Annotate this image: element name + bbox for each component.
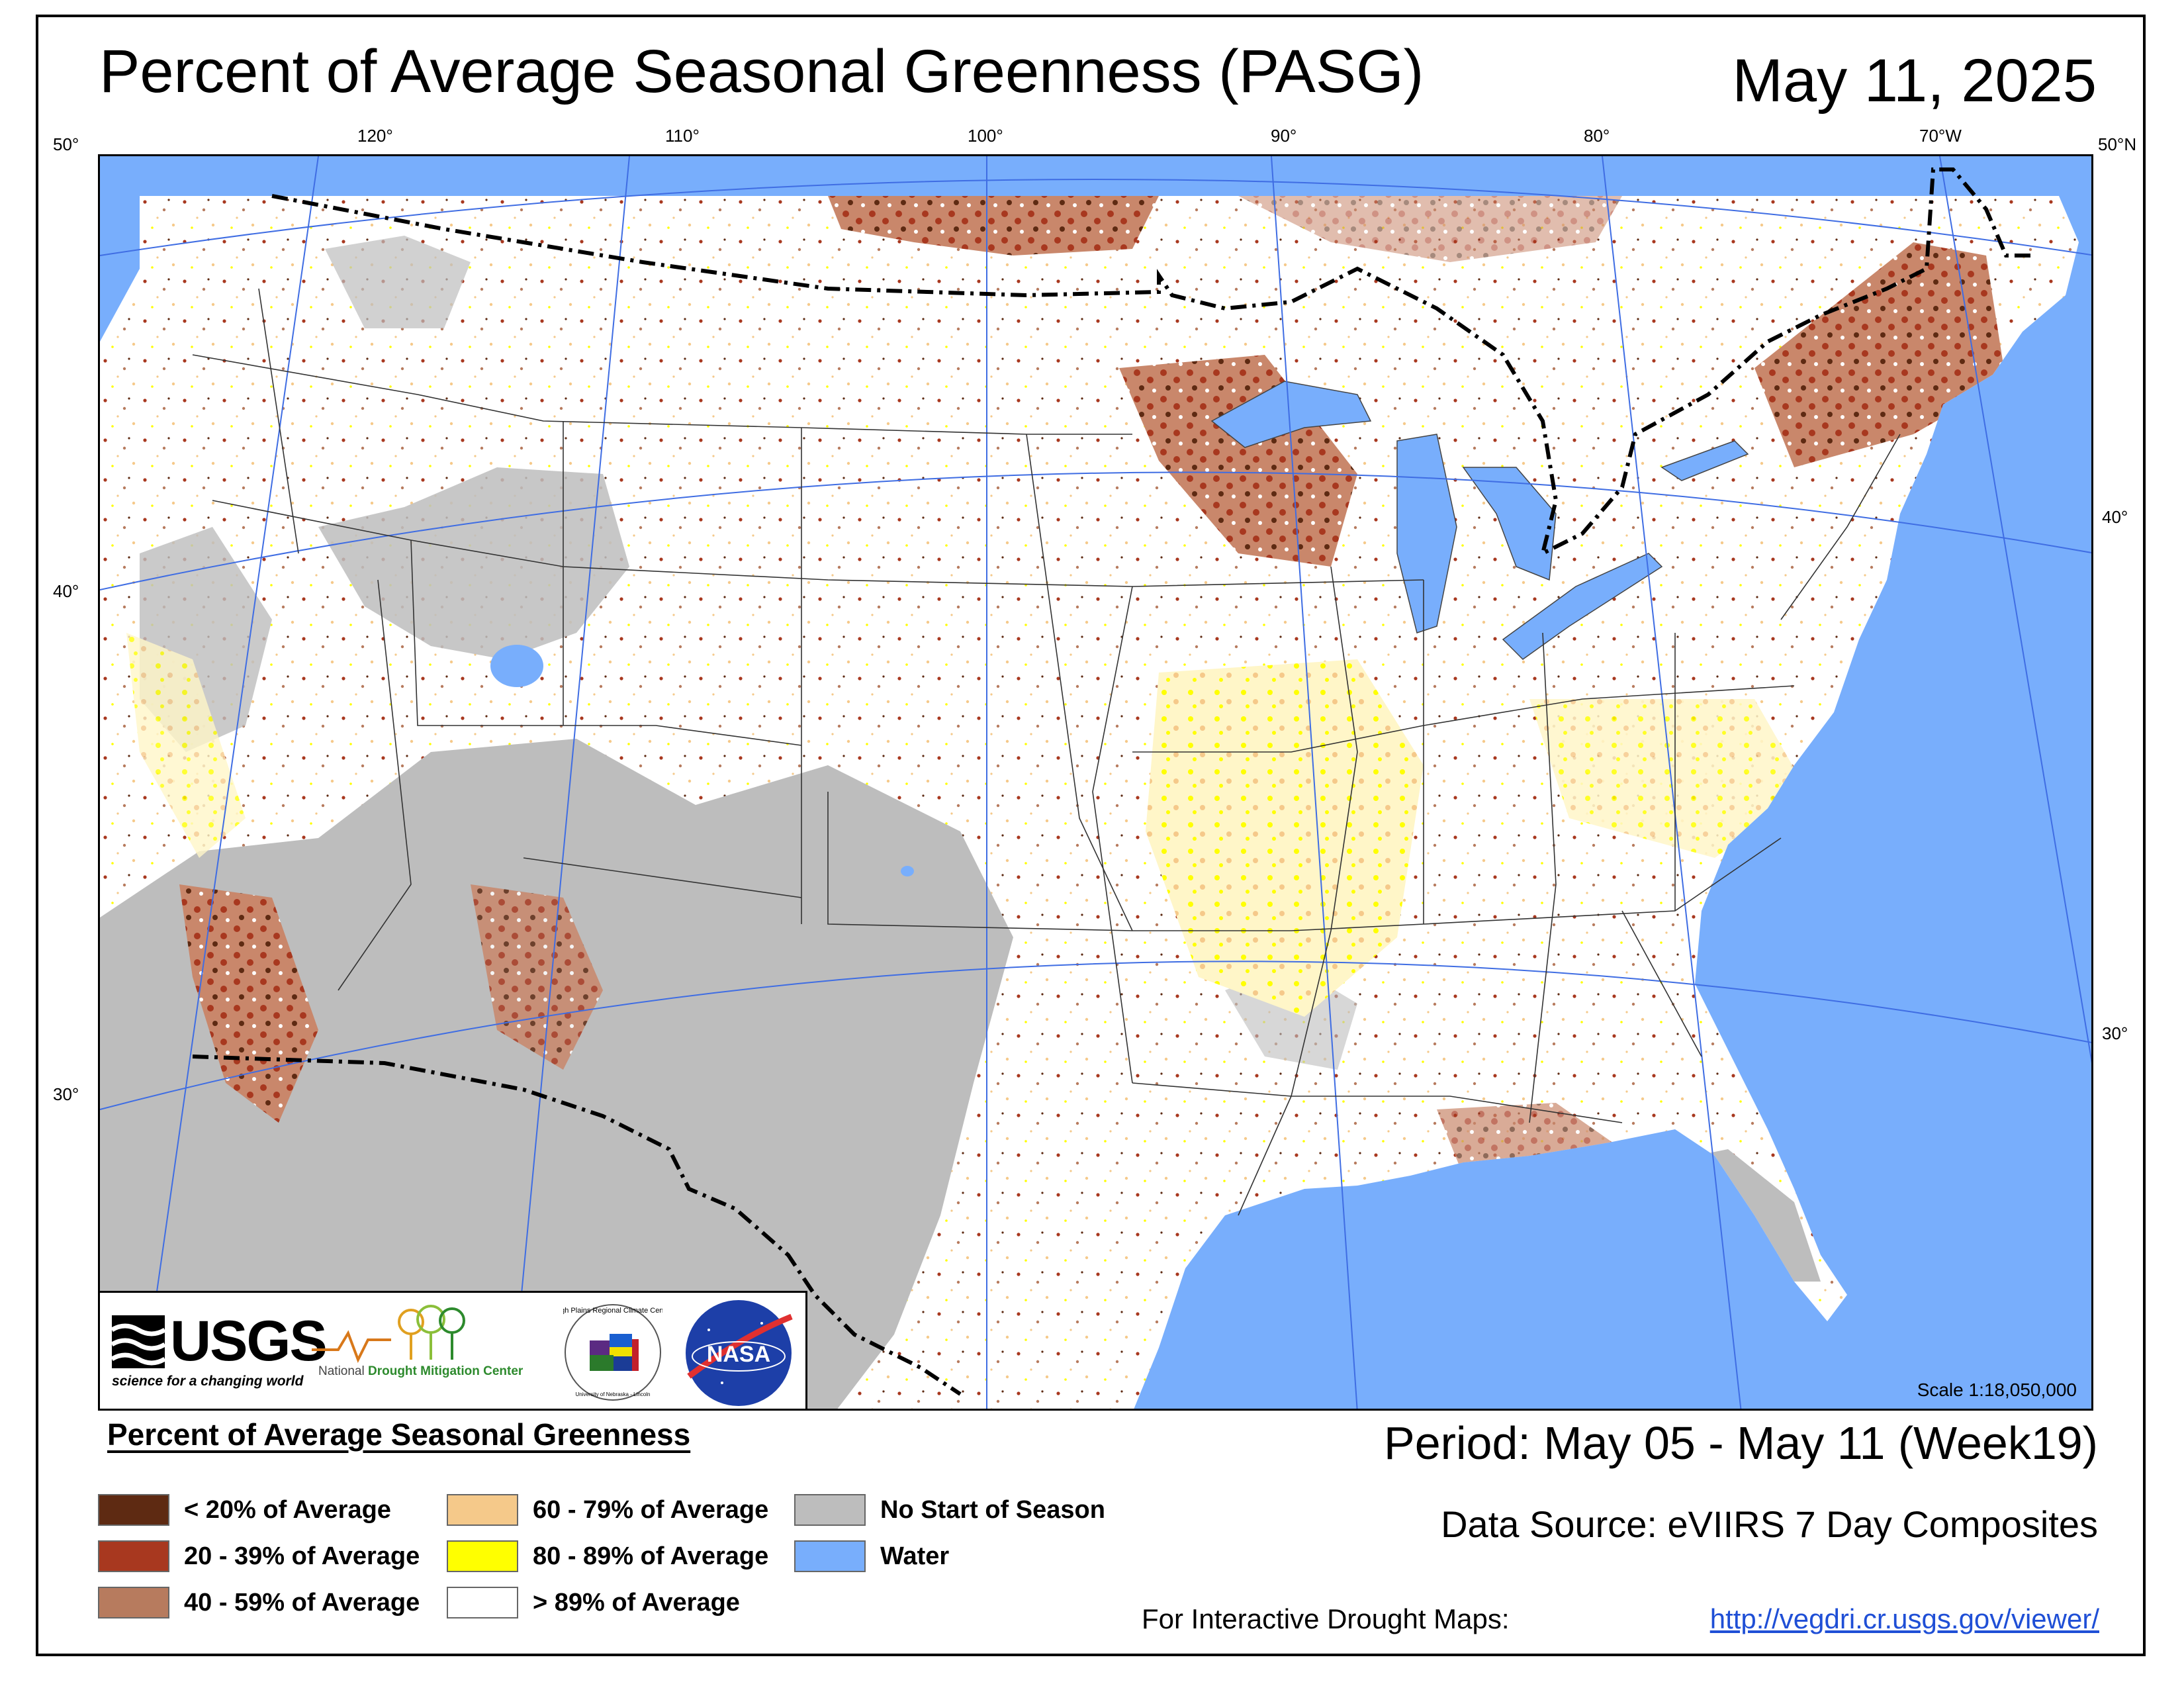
interactive-maps-label: For Interactive Drought Maps: xyxy=(1142,1603,1510,1634)
map-frame xyxy=(36,15,2146,1656)
lat-label-30-left: 30° xyxy=(53,1084,79,1104)
lat-label-40-right: 40° xyxy=(2102,507,2128,527)
lon-label-120: 120° xyxy=(357,126,393,146)
logo-panel: USGS science for a changing world Nation… xyxy=(98,1291,807,1411)
legend-swatch xyxy=(98,1540,169,1572)
map-date: May 11, 2025 xyxy=(1732,47,2097,115)
legend-label: Water xyxy=(880,1542,950,1570)
legend-item-water: Water xyxy=(794,1539,949,1573)
ndmc-name: Drought Mitigation Center xyxy=(368,1364,523,1378)
lon-label-70w: 70°W xyxy=(1919,126,1962,146)
legend-label: 20 - 39% of Average xyxy=(184,1542,420,1570)
lat-label-30-right: 30° xyxy=(2102,1023,2128,1043)
lat-label-40-left: 40° xyxy=(53,581,79,601)
map-graphic xyxy=(100,156,2091,1409)
usgs-tagline: science for a changing world xyxy=(112,1374,304,1389)
legend-swatch xyxy=(98,1587,169,1618)
period-label: Period: May 05 - May 11 (Week19) xyxy=(1384,1417,2098,1469)
map-title: Percent of Average Seasonal Greenness (P… xyxy=(99,38,1424,105)
lon-label-80: 80° xyxy=(1584,126,1610,146)
lat-label-50n-right: 50°N xyxy=(2098,134,2137,154)
usgs-wave-icon xyxy=(112,1315,165,1368)
map-scale: Scale 1:18,050,000 xyxy=(1917,1380,2077,1400)
usgs-wordmark: USGS xyxy=(170,1309,328,1373)
legend-item-lt20: < 20% of Average xyxy=(98,1493,391,1527)
legend-title: Percent of Average Seasonal Greenness xyxy=(107,1417,691,1452)
legend-item-80-89: 80 - 89% of Average xyxy=(447,1539,768,1573)
legend-item-20-39: 20 - 39% of Average xyxy=(98,1539,420,1573)
legend-swatch xyxy=(447,1494,518,1526)
legend-swatch xyxy=(794,1540,866,1572)
legend-item-gt89: > 89% of Average xyxy=(447,1585,740,1620)
legend-item-60-79: 60 - 79% of Average xyxy=(447,1493,768,1527)
viewer-link[interactable]: http://vegdri.cr.usgs.gov/viewer/ xyxy=(1709,1603,2099,1634)
lon-label-90: 90° xyxy=(1271,126,1297,146)
legend-label: > 89% of Average xyxy=(533,1588,740,1617)
nasa-logo: NASA xyxy=(686,1300,793,1406)
data-source-label: Data Source: eVIIRS 7 Day Composites xyxy=(1441,1503,2098,1545)
hprcc-sub: University of Nebraska - Lincoln xyxy=(576,1391,651,1397)
legend-item-40-59: 40 - 59% of Average xyxy=(98,1585,420,1620)
legend-label: 60 - 79% of Average xyxy=(533,1495,769,1524)
lon-label-100: 100° xyxy=(968,126,1003,146)
ndmc-prefix: National xyxy=(318,1364,365,1378)
legend-swatch xyxy=(794,1494,866,1526)
legend-swatch xyxy=(447,1587,518,1618)
legend-label: 80 - 89% of Average xyxy=(533,1542,769,1570)
legend-label: < 20% of Average xyxy=(184,1495,391,1524)
legend-item-no-start: No Start of Season xyxy=(794,1493,1105,1527)
lat-label-50-left: 50° xyxy=(53,134,79,154)
legend-label: No Start of Season xyxy=(880,1495,1105,1524)
nasa-wordmark: NASA xyxy=(707,1342,770,1367)
lon-label-110: 110° xyxy=(665,126,700,146)
legend-label: 40 - 59% of Average xyxy=(184,1588,420,1617)
pasg-map: Scale 1:18,050,000 xyxy=(98,154,2093,1411)
legend-swatch xyxy=(447,1540,518,1572)
hprcc-logo: High Plains Regional Climate Center Univ… xyxy=(563,1304,662,1401)
drought-tree-icon xyxy=(312,1305,465,1363)
legend-swatch xyxy=(98,1494,169,1526)
hprcc-name: High Plains Regional Climate Center xyxy=(563,1307,662,1315)
